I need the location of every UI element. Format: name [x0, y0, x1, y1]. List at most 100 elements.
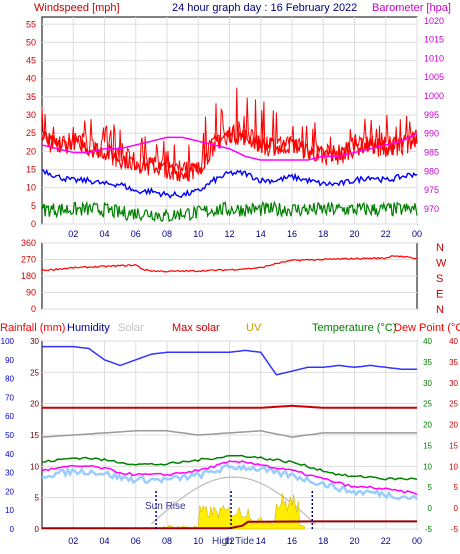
- time-tick: 00: [412, 229, 422, 239]
- compass-label: N: [436, 242, 444, 254]
- humidity-tick: 40: [5, 450, 14, 459]
- barometer-axis-title: Barometer [hpa]: [372, 2, 451, 14]
- humidity-tick: 70: [5, 393, 14, 402]
- dew-point-series: [41, 460, 418, 496]
- barometer-tick: 990: [424, 129, 439, 139]
- windspeed-tick: 10: [26, 183, 36, 193]
- time-tick: 18: [318, 229, 328, 239]
- barometer-tick: 1010: [424, 53, 444, 63]
- time-tick: 08: [162, 229, 172, 239]
- rain-tick: 10: [30, 462, 39, 471]
- humidity-tick: 10: [5, 506, 14, 515]
- dewpoint-tick: 0: [454, 504, 459, 513]
- windspeed-tick: 50: [26, 37, 36, 47]
- windspeed-tick: 20: [26, 146, 36, 156]
- humidity-tick: 90: [5, 356, 14, 365]
- barometer-tick: 1000: [424, 91, 444, 101]
- rain-tick: 20: [30, 400, 39, 409]
- feels-like-series: [41, 463, 418, 501]
- direction-tick: 0: [31, 304, 36, 314]
- compass-label: S: [436, 273, 443, 285]
- windspeed-tick: 25: [26, 128, 36, 138]
- temperature-tick: 40: [423, 337, 432, 346]
- max-solar-series: [42, 404, 417, 409]
- time-tick: 16: [287, 536, 297, 546]
- direction-tick: 360: [21, 238, 36, 248]
- windspeed-tick: 15: [26, 165, 36, 175]
- average-series: [41, 168, 418, 199]
- legend-solar: Solar: [118, 322, 144, 334]
- rain-tick: 30: [30, 337, 39, 346]
- humidity-tick: 100: [1, 337, 15, 346]
- temperature-series: [42, 454, 418, 481]
- time-tick: 18: [318, 536, 328, 546]
- time-tick: 06: [131, 536, 141, 546]
- wind-chart: 0510152025303540455055970975980985990995…: [26, 16, 444, 239]
- time-tick: 02: [68, 229, 78, 239]
- windspeed-tick: 5: [31, 201, 36, 211]
- humidity-tick: 0: [10, 525, 15, 534]
- time-tick: 22: [381, 229, 391, 239]
- legend-temperature: Temperature (°C): [312, 322, 396, 334]
- time-tick: 04: [99, 229, 109, 239]
- temperature-tick: -5: [425, 525, 433, 534]
- time-tick: 08: [162, 536, 172, 546]
- windspeed-tick: 30: [26, 110, 36, 120]
- gust-series: [41, 87, 418, 182]
- time-tick: 02: [68, 536, 78, 546]
- clear-sky-curve: [150, 476, 316, 525]
- legend-humidity: Humidity: [67, 322, 110, 334]
- dewpoint-tick: 35: [449, 358, 458, 367]
- rain-tick: 0: [35, 525, 40, 534]
- direction-series: [41, 255, 418, 273]
- time-tick: 12: [224, 229, 234, 239]
- time-tick: 20: [349, 229, 359, 239]
- windspeed-tick: 45: [26, 56, 36, 66]
- temperature-tick: 20: [423, 421, 432, 430]
- barometer-tick: 980: [424, 166, 439, 176]
- solar-series: [41, 430, 417, 438]
- barometer-tick: 995: [424, 110, 439, 120]
- time-tick: 10: [193, 229, 203, 239]
- legend-dew-point: Dew Point (°C): [394, 322, 460, 334]
- temperature-tick: 0: [428, 504, 433, 513]
- graph-title: 24 hour graph day : 16 February 2022: [172, 2, 357, 14]
- temperature-tick: 35: [423, 358, 432, 367]
- time-tick: 04: [99, 536, 109, 546]
- windspeed-tick: 0: [31, 219, 36, 229]
- rain-tick: 25: [30, 368, 39, 377]
- direction-tick: 270: [21, 255, 36, 265]
- dewpoint-tick: 40: [449, 337, 458, 346]
- windspeed-axis-title: Windspeed [mph]: [34, 2, 120, 14]
- direction-tick: 90: [26, 288, 36, 298]
- temperature-tick: 25: [423, 400, 432, 409]
- rain-tick: 5: [35, 494, 40, 503]
- time-tick: 10: [193, 536, 203, 546]
- time-tick: 00: [412, 536, 422, 546]
- rainfall-series: [42, 520, 417, 530]
- compass-label: E: [436, 289, 443, 301]
- barometer-tick: 1020: [424, 16, 444, 26]
- temperature-tick: 5: [428, 483, 433, 492]
- barometer-tick: 1015: [424, 35, 444, 45]
- dewpoint-tick: 25: [449, 400, 458, 409]
- legend-max-solar: Max solar: [172, 322, 220, 334]
- dewpoint-tick: 20: [449, 421, 458, 430]
- barometer-tick: 1005: [424, 72, 444, 82]
- barometer-tick: 985: [424, 147, 439, 157]
- temperature-tick: 10: [423, 462, 432, 471]
- direction-tick: 180: [21, 271, 36, 281]
- windspeed-tick: 40: [26, 74, 36, 84]
- time-tick: 16: [287, 229, 297, 239]
- compass-label: N: [436, 304, 444, 316]
- solar-fill: [163, 493, 305, 530]
- dewpoint-tick: 10: [449, 462, 458, 471]
- windspeed-tick: 35: [26, 92, 36, 102]
- humidity-series: [42, 345, 417, 376]
- time-tick: 14: [256, 536, 266, 546]
- temperature-tick: 15: [423, 441, 432, 450]
- dewpoint-tick: 30: [449, 379, 458, 388]
- time-tick: 14: [256, 229, 266, 239]
